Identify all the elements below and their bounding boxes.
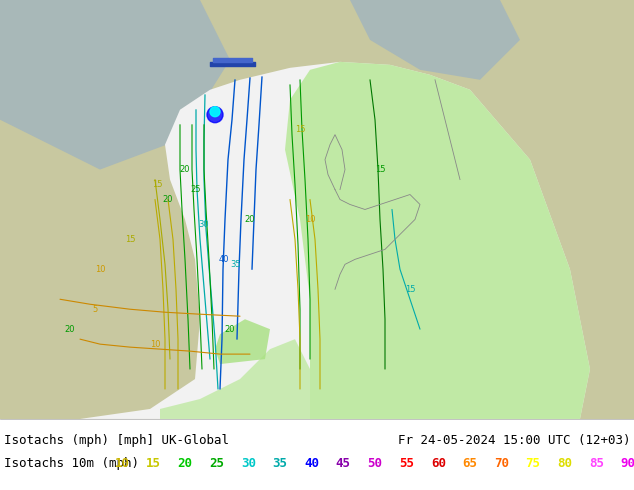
Text: 15: 15	[375, 165, 385, 174]
Text: 85: 85	[589, 457, 604, 469]
Text: 20: 20	[224, 325, 235, 334]
Text: 30: 30	[241, 457, 256, 469]
Text: 10: 10	[305, 215, 315, 224]
Text: 35: 35	[231, 260, 242, 269]
Text: 15: 15	[125, 235, 135, 244]
Text: 40: 40	[304, 457, 320, 469]
Text: 45: 45	[336, 457, 351, 469]
Text: 25: 25	[191, 185, 201, 194]
Polygon shape	[160, 339, 310, 419]
Polygon shape	[285, 62, 590, 419]
Text: Isotachs (mph) [mph] UK-Global: Isotachs (mph) [mph] UK-Global	[4, 434, 229, 447]
Text: Isotachs 10m (mph): Isotachs 10m (mph)	[4, 457, 139, 469]
Text: 70: 70	[494, 457, 509, 469]
Text: 20: 20	[65, 325, 75, 334]
Text: 40: 40	[219, 255, 230, 264]
Text: 10: 10	[150, 340, 160, 349]
Circle shape	[207, 107, 223, 122]
Polygon shape	[0, 0, 634, 419]
Text: 50: 50	[368, 457, 382, 469]
Text: 15: 15	[295, 125, 305, 134]
Text: 15: 15	[152, 180, 162, 189]
Text: 35: 35	[273, 457, 288, 469]
Polygon shape	[30, 62, 590, 419]
Text: 20: 20	[163, 195, 173, 204]
Text: 10: 10	[115, 457, 129, 469]
Text: 60: 60	[430, 457, 446, 469]
Text: 25: 25	[209, 457, 224, 469]
Text: 75: 75	[526, 457, 541, 469]
Polygon shape	[215, 319, 270, 364]
Text: 90: 90	[621, 457, 634, 469]
Text: 20: 20	[180, 165, 190, 174]
Text: 20: 20	[245, 215, 256, 224]
Text: 65: 65	[462, 457, 477, 469]
Text: 5: 5	[93, 305, 98, 314]
Text: 30: 30	[198, 220, 209, 229]
Circle shape	[210, 107, 220, 117]
Text: 55: 55	[399, 457, 414, 469]
Text: Fr 24-05-2024 15:00 UTC (12+03): Fr 24-05-2024 15:00 UTC (12+03)	[398, 434, 630, 447]
Text: 15: 15	[404, 285, 415, 294]
Text: 15: 15	[146, 457, 161, 469]
Polygon shape	[0, 0, 230, 170]
Text: 20: 20	[178, 457, 193, 469]
Text: 10: 10	[94, 265, 105, 274]
Polygon shape	[350, 0, 520, 80]
Text: 80: 80	[557, 457, 573, 469]
